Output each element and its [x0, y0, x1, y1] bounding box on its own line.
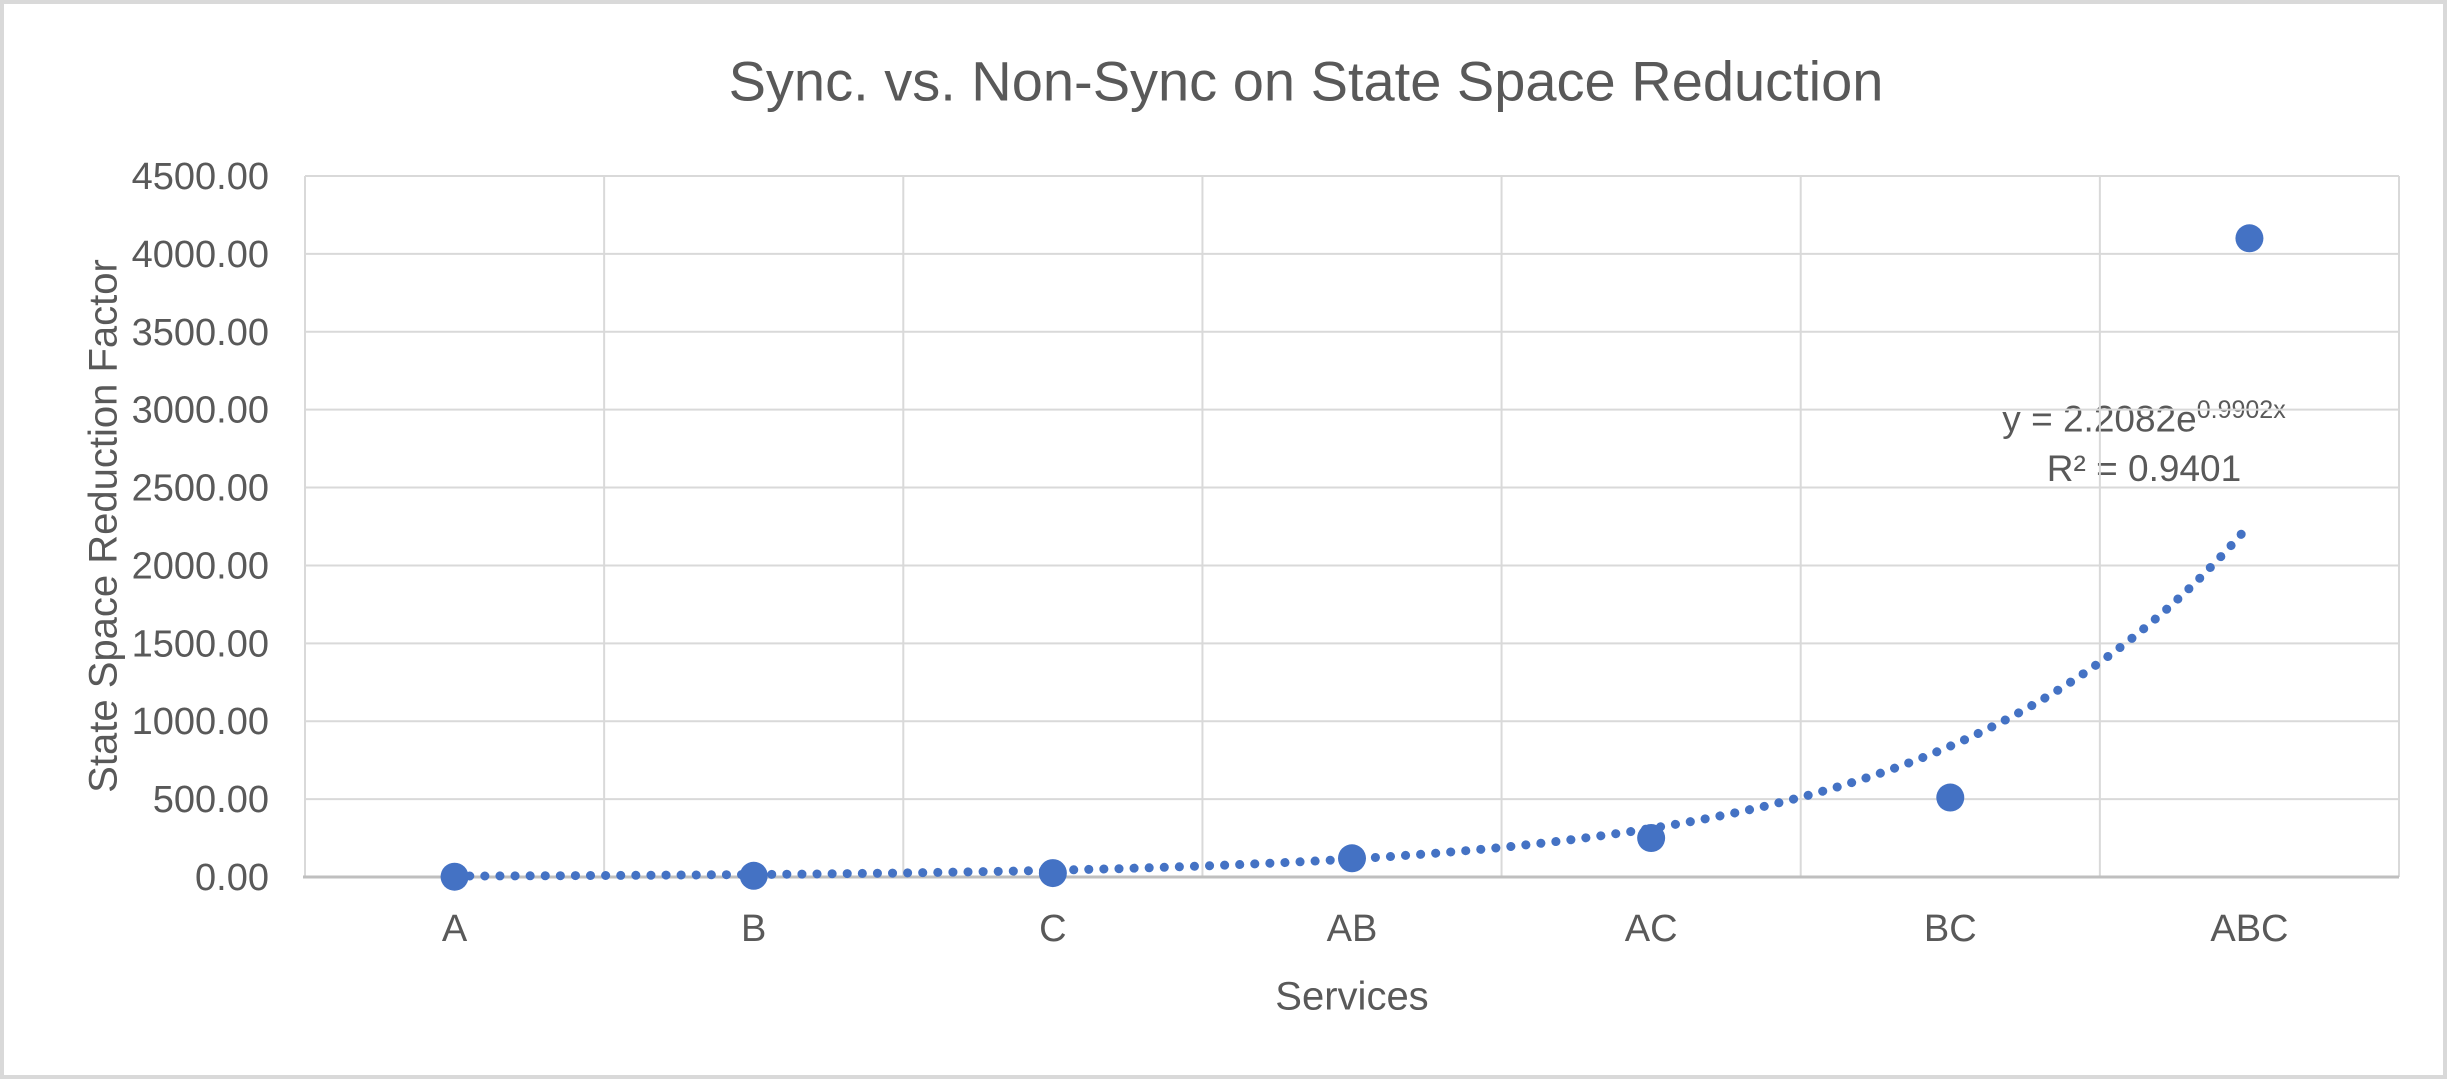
data-point-abc [2235, 224, 2264, 253]
x-tick-label: ABC [2210, 908, 2288, 950]
y-tick-label: 0.00 [195, 857, 269, 899]
data-point-a [440, 862, 469, 891]
y-tick-label: 2500.00 [132, 468, 269, 510]
data-point-ab [1338, 844, 1366, 873]
data-point-ac [1637, 824, 1666, 853]
y-tick-label: 4500.00 [132, 156, 269, 198]
chart-title: Sync. vs. Non-Sync on State Space Reduct… [728, 49, 1884, 113]
y-tick-label: 500.00 [153, 779, 269, 821]
plot-area: 0.00 500.00 1000.00 1500.00 2000.00 2500.00 30… [132, 156, 2400, 950]
y-tick-label: 1500.00 [132, 623, 269, 665]
r-squared-text: R² = 0.9401 [2046, 448, 2242, 490]
x-tick-label: C [1039, 908, 1066, 950]
x-tick-label: AB [1327, 908, 1378, 950]
x-tick-label: B [741, 908, 766, 950]
y-tick-label: 2000.00 [132, 545, 269, 587]
x-axis-title: Services [1275, 974, 1429, 1019]
y-tick-label: 3500.00 [132, 312, 269, 354]
y-tick-label: 1000.00 [132, 701, 269, 743]
x-tick-label: AC [1625, 908, 1678, 950]
data-point-c [1038, 859, 1067, 888]
y-tick-label: 3000.00 [132, 390, 269, 432]
x-tick-label: A [442, 908, 468, 950]
data-point-bc [1936, 783, 1965, 812]
data-point-b [739, 861, 768, 890]
y-tick-label: 4000.00 [132, 234, 269, 276]
trendline-annotation: y = 2.2082e0.9902x R² = 0.9401 [2002, 385, 2285, 494]
x-tick-label: BC [1924, 908, 1977, 950]
trendline [450, 527, 2248, 881]
